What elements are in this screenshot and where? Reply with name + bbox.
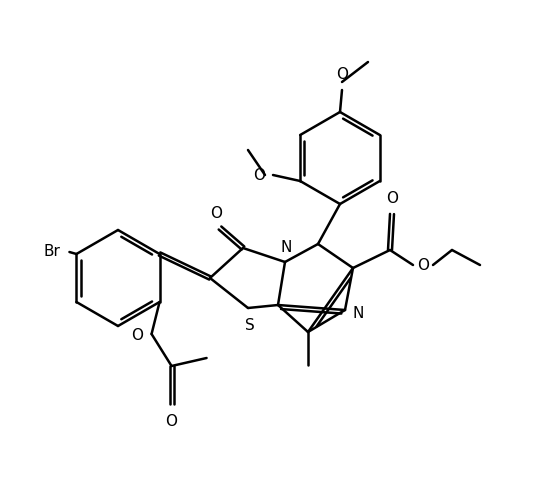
Text: S: S bbox=[245, 318, 255, 333]
Text: O: O bbox=[386, 191, 398, 206]
Text: N: N bbox=[353, 307, 364, 322]
Text: O: O bbox=[253, 168, 265, 182]
Text: O: O bbox=[131, 328, 143, 344]
Text: O: O bbox=[336, 67, 348, 82]
Text: Br: Br bbox=[43, 244, 60, 260]
Text: O: O bbox=[210, 206, 222, 221]
Text: O: O bbox=[166, 414, 178, 429]
Text: O: O bbox=[417, 257, 429, 273]
Text: N: N bbox=[280, 240, 292, 255]
